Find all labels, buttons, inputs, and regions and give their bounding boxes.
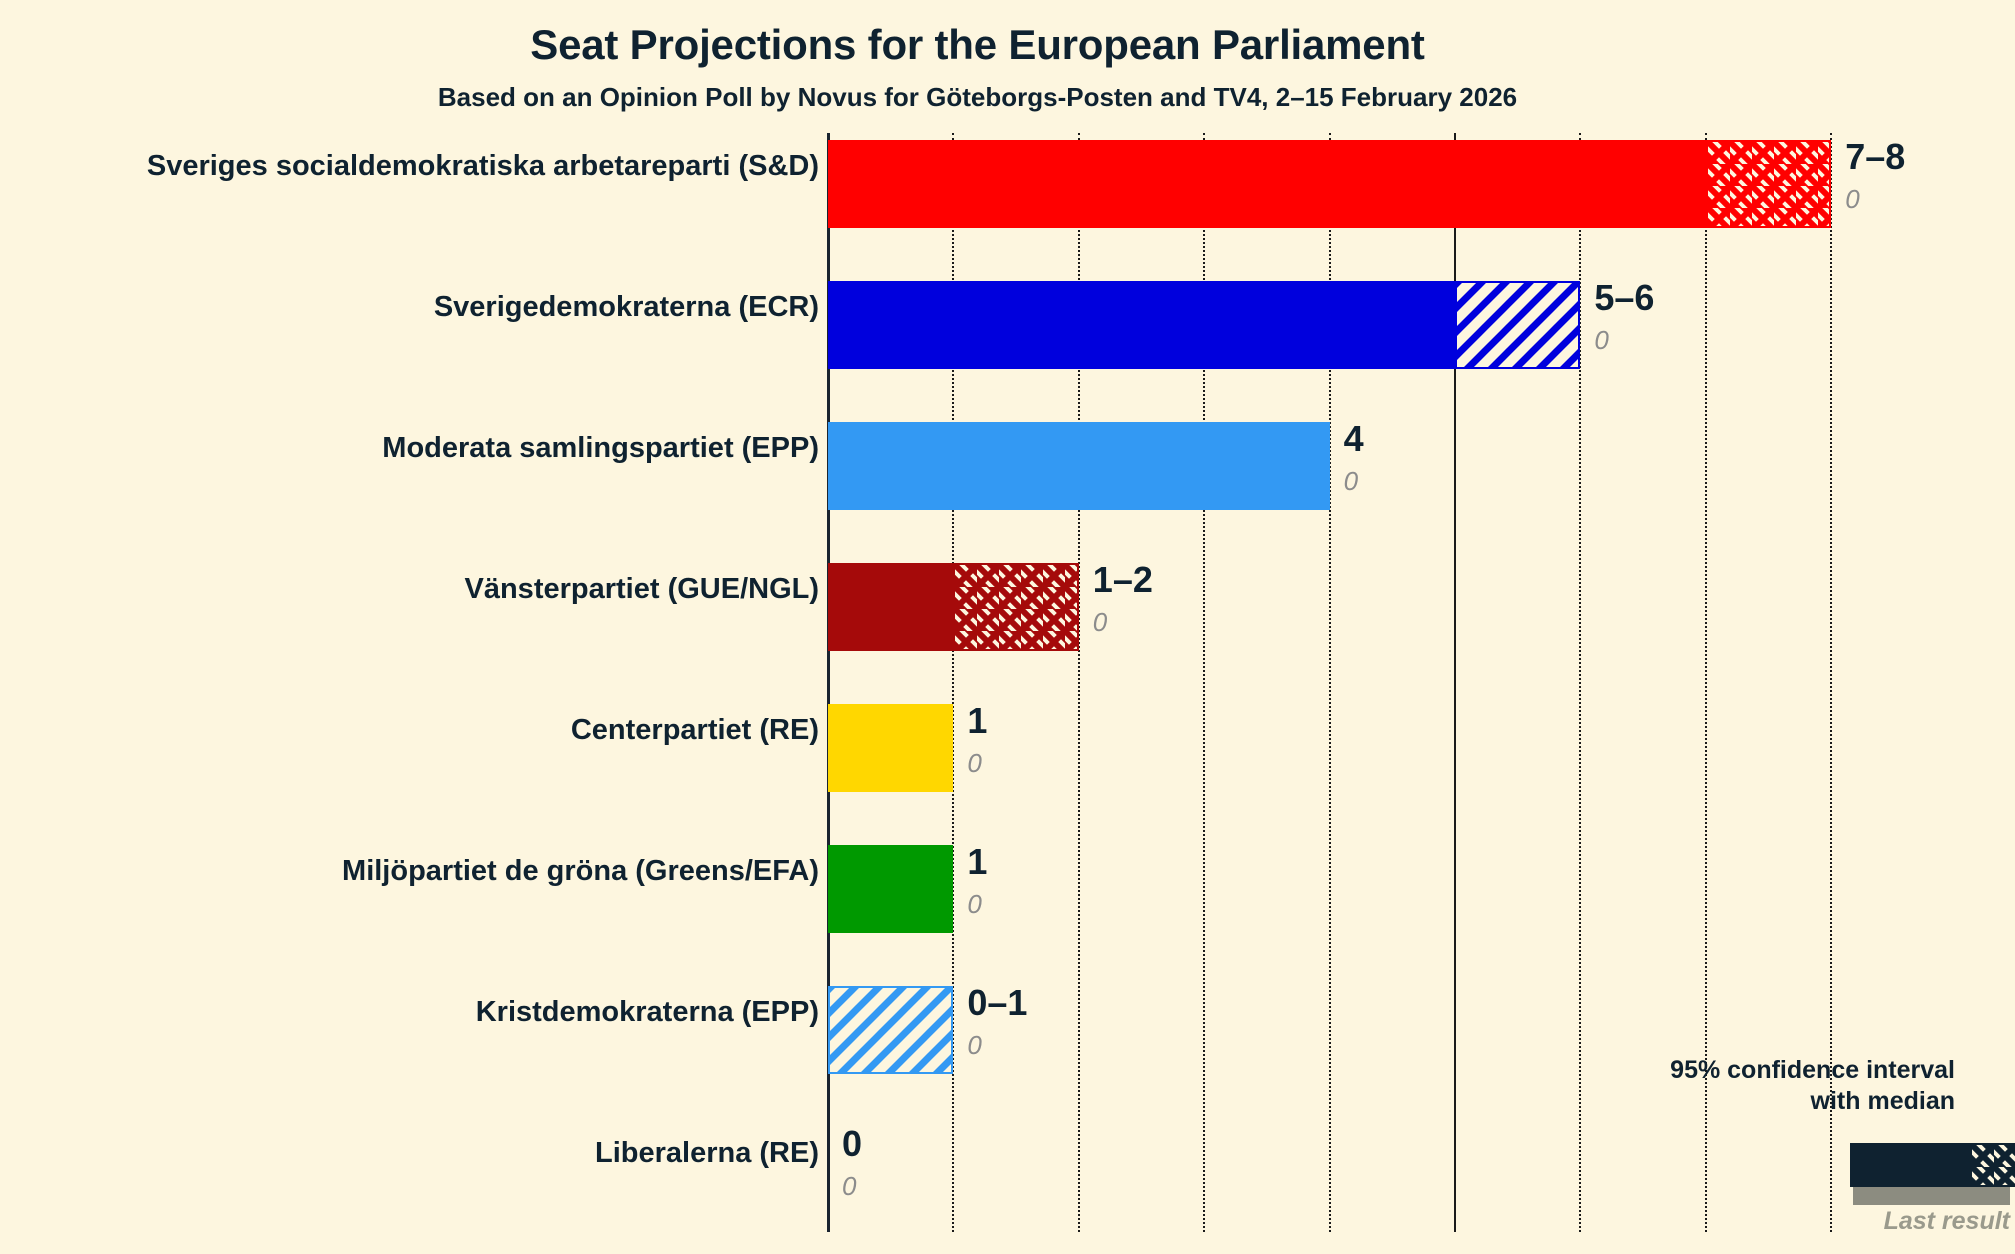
gridline-2 [1077,133,1080,1232]
legend-crosshatch-swatch [1970,1143,2015,1187]
bar-confidence-crosshatch [953,563,1079,651]
bar-row: Sverigedemokraterna (ECR) 5–6 0 [0,241,2015,382]
bar-row: Sveriges socialdemokratiska arbetarepart… [0,100,2015,241]
page-title: Seat Projections for the European Parlia… [530,21,1425,68]
bar-value-label: 0 [842,1123,863,1164]
bar-last-result-label: 0 [1594,325,1609,355]
gridline-8 [1830,133,1833,1232]
bar-median-segment [828,281,1455,369]
bar-value-label: 0–1 [967,982,1028,1023]
bar-value-label: 1 [967,700,988,741]
bar-confidence-crosshatch [1705,140,1832,228]
bar-median-segment [828,845,954,933]
party-label: Sverigedemokraterna (ECR) [433,291,819,323]
gridline-5 [1454,133,1456,1232]
bar-last-result-label: 0 [967,889,982,919]
bar-last-result-label: 0 [1092,607,1108,637]
bar-value-label: 1 [967,841,988,882]
legend: 95% confidence interval with median Last… [1600,1055,2015,1235]
bar-last-result-label: 0 [1845,184,1860,214]
legend-median-swatch [1850,1143,1970,1187]
bar-confidence-diagonal [828,986,954,1074]
bar-median-segment [828,563,954,651]
bar-last-result-label: 0 [842,1171,857,1201]
legend-last-result-swatch [1853,1187,2010,1205]
bar-row: Liberalerna (RE) 0 0 [0,1087,2015,1228]
bar-row: Vänsterpartiet (GUE/NGL) 1–2 0 [0,523,2015,664]
bar-confidence-diagonal [1455,281,1581,369]
legend-last-result-label: Last result [1883,1207,2010,1235]
bar-last-result-label: 0 [967,748,982,778]
y-axis-line [827,133,830,1232]
gridline-1 [952,133,955,1232]
bar-row: Kristdemokraterna (EPP) 0–1 0 [0,946,2015,1087]
party-label: Kristdemokraterna (EPP) [475,996,819,1028]
legend-line-1: 95% confidence interval [1670,1056,1955,1084]
bar-last-result-label: 0 [967,1030,982,1060]
bar-value-label: 5–6 [1594,277,1655,318]
party-label: Moderata samlingspartiet (EPP) [382,432,819,464]
bar-median-segment [828,140,1706,228]
gridline-6 [1579,133,1582,1232]
chart-subtitle: Based on an Opinion Poll by Novus for Gö… [437,82,1518,112]
bar-median-segment [828,422,1330,510]
bar-value-label: 4 [1343,418,1364,459]
legend-sample-bar [1850,1143,2015,1187]
bar-median-segment [828,704,954,792]
gridline-4 [1328,133,1331,1232]
bar-row: Moderata samlingspartiet (EPP) 4 0 [0,382,2015,523]
party-label: Centerpartiet (RE) [570,714,819,746]
party-label: Sveriges socialdemokratiska arbetarepart… [146,150,819,182]
bar-row: Miljöpartiet de gröna (Greens/EFA) 1 0 [0,805,2015,946]
legend-line-2: with median [1810,1087,1955,1116]
party-label: Vänsterpartiet (GUE/NGL) [464,573,820,605]
bar-last-result-label: 0 [1343,466,1359,496]
party-label: Liberalerna (RE) [595,1137,819,1169]
bar-value-label: 7–8 [1845,136,1906,177]
gridline-3 [1203,133,1206,1232]
gridline-7 [1704,133,1707,1232]
bar-row: Centerpartiet (RE) 1 0 [0,664,2015,805]
party-label: Miljöpartiet de gröna (Greens/EFA) [342,855,819,887]
bar-value-label: 1–2 [1092,559,1153,600]
